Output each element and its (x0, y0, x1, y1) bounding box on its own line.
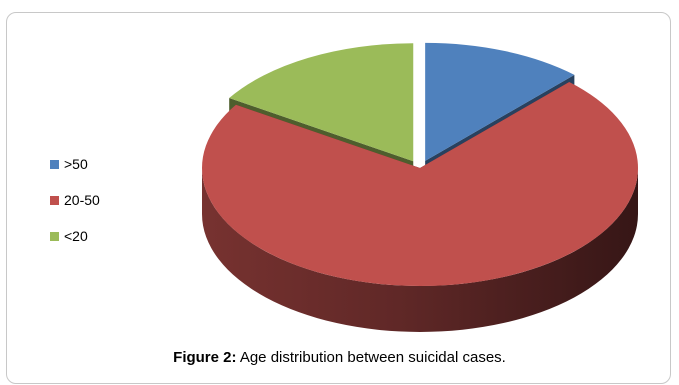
legend-swatch (50, 195, 59, 205)
chart-legend: >50 20-50 <20 (50, 146, 100, 254)
legend-label: 20-50 (64, 192, 100, 208)
pie-slice--20 (229, 43, 414, 162)
legend-label: <20 (64, 228, 88, 244)
legend-swatch (50, 231, 59, 241)
caption-label: Figure 2: (173, 349, 237, 366)
pie-slice-20-50 (201, 81, 638, 287)
figure-caption: Figure 2: Age distribution between suici… (0, 349, 679, 366)
pie-slice--50 (425, 42, 575, 161)
legend-item: <20 (50, 218, 100, 254)
legend-item: >50 (50, 146, 100, 182)
legend-swatch (50, 159, 59, 169)
legend-item: 20-50 (50, 182, 100, 218)
pie-slice-side (202, 168, 638, 332)
caption-text: Age distribution between suicidal cases. (236, 349, 506, 366)
legend-label: >50 (64, 156, 88, 172)
